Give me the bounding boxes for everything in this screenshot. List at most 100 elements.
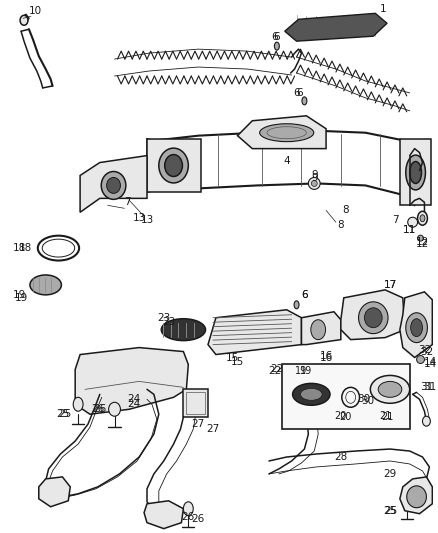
Text: 8: 8 xyxy=(337,220,343,230)
Text: 24: 24 xyxy=(127,394,141,405)
Text: 13: 13 xyxy=(132,213,145,223)
Bar xyxy=(183,389,208,417)
Ellipse shape xyxy=(310,320,325,340)
Ellipse shape xyxy=(73,397,83,411)
Polygon shape xyxy=(340,290,404,340)
Text: 20: 20 xyxy=(334,411,346,421)
Ellipse shape xyxy=(406,486,425,508)
Text: 31: 31 xyxy=(422,382,435,392)
Ellipse shape xyxy=(108,402,120,416)
Polygon shape xyxy=(144,501,183,529)
Text: 25: 25 xyxy=(382,506,396,516)
Ellipse shape xyxy=(20,15,28,25)
Ellipse shape xyxy=(378,382,401,397)
Bar xyxy=(399,139,431,205)
Ellipse shape xyxy=(164,155,182,176)
Text: 19: 19 xyxy=(300,367,312,376)
Ellipse shape xyxy=(292,383,329,405)
Text: 7: 7 xyxy=(124,197,131,207)
Ellipse shape xyxy=(358,302,387,334)
Ellipse shape xyxy=(293,301,298,309)
Ellipse shape xyxy=(259,124,313,142)
Text: 27: 27 xyxy=(191,419,204,429)
Text: 25: 25 xyxy=(59,409,72,419)
Polygon shape xyxy=(301,312,340,345)
Ellipse shape xyxy=(419,215,424,222)
Text: 1: 1 xyxy=(379,4,385,14)
Text: 16: 16 xyxy=(319,352,332,362)
Text: 22: 22 xyxy=(270,365,283,375)
Ellipse shape xyxy=(417,211,427,225)
Text: 22: 22 xyxy=(268,367,281,376)
Ellipse shape xyxy=(370,375,409,403)
Text: 21: 21 xyxy=(380,412,392,422)
Text: 6: 6 xyxy=(296,88,302,98)
Ellipse shape xyxy=(311,181,317,187)
Text: 15: 15 xyxy=(230,357,244,367)
Ellipse shape xyxy=(421,416,429,426)
Text: 7: 7 xyxy=(391,215,397,225)
Ellipse shape xyxy=(101,172,126,199)
Polygon shape xyxy=(208,310,301,354)
Text: 23: 23 xyxy=(162,317,175,327)
Text: 21: 21 xyxy=(378,411,390,421)
Ellipse shape xyxy=(274,42,279,50)
Ellipse shape xyxy=(159,148,188,183)
Text: 25: 25 xyxy=(56,409,69,419)
Text: 8: 8 xyxy=(342,205,348,215)
Text: 16: 16 xyxy=(319,351,332,360)
Ellipse shape xyxy=(307,177,319,189)
Ellipse shape xyxy=(416,356,424,364)
Text: 26: 26 xyxy=(181,512,194,522)
Text: 26: 26 xyxy=(91,404,104,414)
Text: 4: 4 xyxy=(283,156,290,166)
Ellipse shape xyxy=(183,502,193,516)
Text: 10: 10 xyxy=(29,6,42,17)
Text: 6: 6 xyxy=(273,32,279,42)
Polygon shape xyxy=(39,477,70,507)
Text: 19: 19 xyxy=(14,293,28,303)
Text: 30: 30 xyxy=(360,397,373,406)
Text: 19: 19 xyxy=(295,367,307,376)
Ellipse shape xyxy=(300,389,321,400)
Text: 12: 12 xyxy=(415,239,428,249)
Text: 32: 32 xyxy=(417,344,430,354)
Text: 24: 24 xyxy=(127,399,141,409)
Polygon shape xyxy=(399,477,431,514)
Text: 13: 13 xyxy=(140,215,153,225)
Ellipse shape xyxy=(401,492,411,506)
Text: 20: 20 xyxy=(339,412,351,422)
Text: 31: 31 xyxy=(419,382,432,392)
Ellipse shape xyxy=(301,97,306,105)
Text: 29: 29 xyxy=(382,469,396,479)
Text: 12: 12 xyxy=(415,237,428,247)
Text: 25: 25 xyxy=(384,506,397,516)
Text: 30: 30 xyxy=(356,394,369,405)
Text: 11: 11 xyxy=(402,225,415,235)
Bar xyxy=(281,365,409,429)
Ellipse shape xyxy=(409,161,420,183)
Ellipse shape xyxy=(405,313,427,343)
Text: 23: 23 xyxy=(157,313,170,323)
Polygon shape xyxy=(75,348,188,414)
Ellipse shape xyxy=(405,155,424,190)
Ellipse shape xyxy=(410,319,421,337)
Text: 9: 9 xyxy=(310,173,317,183)
Bar xyxy=(186,392,205,414)
Polygon shape xyxy=(237,116,325,149)
Text: 6: 6 xyxy=(300,290,307,300)
Text: 17: 17 xyxy=(382,280,396,290)
Text: 26: 26 xyxy=(191,514,204,524)
Polygon shape xyxy=(284,13,386,41)
Text: 19: 19 xyxy=(12,290,26,300)
Text: 27: 27 xyxy=(206,424,219,434)
Polygon shape xyxy=(399,292,431,358)
Polygon shape xyxy=(80,156,147,212)
Text: 6: 6 xyxy=(300,290,307,300)
Text: 6: 6 xyxy=(271,32,278,42)
Ellipse shape xyxy=(106,177,120,193)
Text: 9: 9 xyxy=(310,171,317,181)
Text: 26: 26 xyxy=(93,404,106,414)
Ellipse shape xyxy=(407,217,417,227)
Text: 6: 6 xyxy=(293,88,299,98)
